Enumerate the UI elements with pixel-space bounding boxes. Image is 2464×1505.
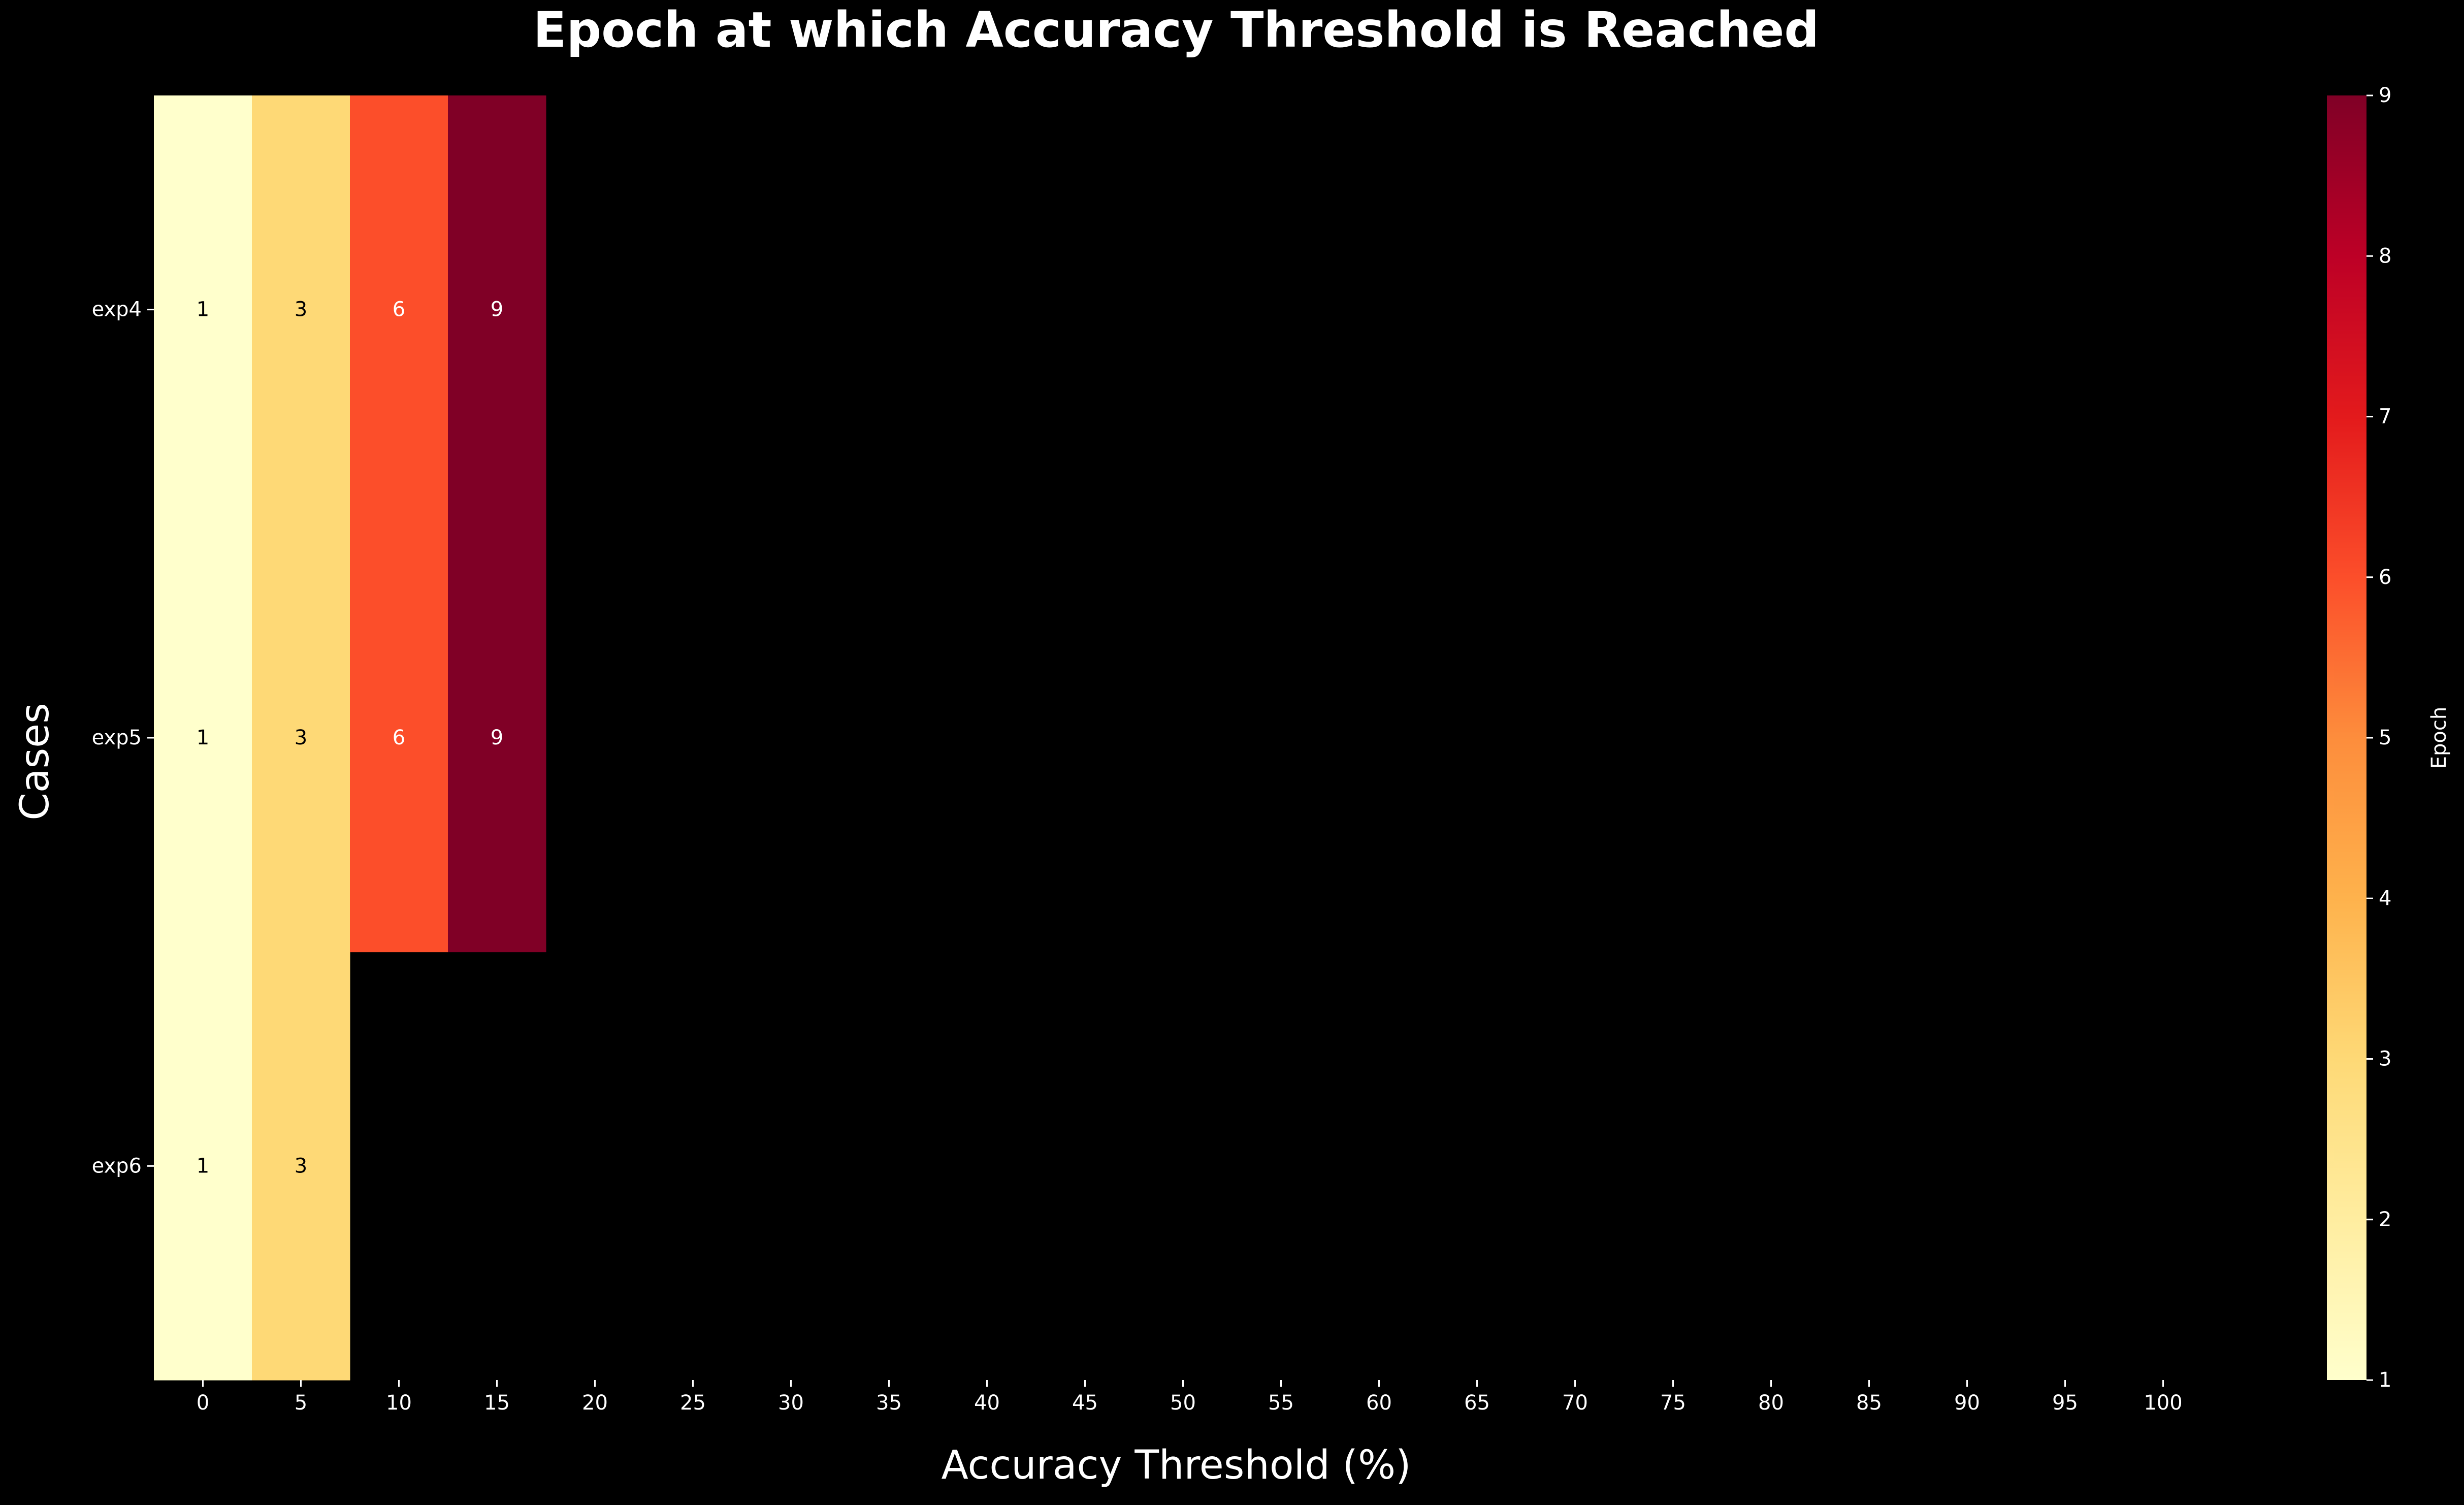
- colorbar-tick-label: 4: [2379, 887, 2391, 910]
- y-tick-label: exp5: [92, 726, 142, 749]
- heatmap-cell: [252, 524, 350, 953]
- colorbar-tick-label: 6: [2379, 566, 2391, 589]
- x-tick-label: 65: [1464, 1391, 1490, 1415]
- colorbar-tick-label: 8: [2379, 244, 2391, 268]
- x-tick-label: 85: [1856, 1391, 1882, 1415]
- x-tick-label: 70: [1562, 1391, 1588, 1415]
- x-axis: 0 5 10 15 20 25 30 35 40 45 50 55 60 65 70 75 80 85 90 95 10…: [197, 1380, 2183, 1415]
- x-tick-label: 55: [1268, 1391, 1294, 1415]
- x-tick-label: 100: [2144, 1391, 2182, 1415]
- y-tick-label: exp6: [92, 1154, 142, 1177]
- heatmap-cell: [350, 524, 448, 953]
- x-axis-label: Accuracy Threshold (%): [941, 1443, 1411, 1488]
- cell-value-label: 3: [295, 1154, 307, 1177]
- x-tick-label: 30: [778, 1391, 804, 1415]
- cell-value-label: 1: [197, 726, 209, 749]
- colorbar-tick-label: 2: [2379, 1208, 2391, 1231]
- cell-value-label: 6: [393, 726, 405, 749]
- x-tick-label: 50: [1170, 1391, 1196, 1415]
- colorbar-gradient: [2327, 95, 2366, 1380]
- colorbar-tick-label: 1: [2379, 1368, 2391, 1392]
- x-tick-label: 90: [1954, 1391, 1980, 1415]
- colorbar-tick-label: 5: [2379, 726, 2391, 749]
- x-tick-label: 60: [1366, 1391, 1392, 1415]
- heatmap-cell: [252, 952, 350, 1381]
- heatmap-cell: [154, 952, 252, 1381]
- heatmap-cell: [252, 95, 350, 524]
- chart-title: Epoch at which Accuracy Threshold is Rea…: [533, 2, 1819, 58]
- x-tick-label: 95: [2052, 1391, 2078, 1415]
- heatmap-cell: [154, 95, 252, 524]
- x-tick-label: 25: [680, 1391, 706, 1415]
- heatmap-cell: [448, 524, 546, 953]
- cell-value-label: 9: [491, 726, 503, 749]
- heatmap-cell: [350, 95, 448, 524]
- x-tick-label: 0: [197, 1391, 209, 1415]
- y-axis: exp4 exp5 exp6: [92, 298, 154, 1177]
- x-tick-label: 80: [1758, 1391, 1784, 1415]
- heatmap-cell: [154, 524, 252, 953]
- cell-value-label: 3: [295, 298, 307, 321]
- x-tick-label: 35: [876, 1391, 902, 1415]
- colorbar-tick-label: 9: [2379, 84, 2391, 107]
- x-tick-label: 75: [1660, 1391, 1686, 1415]
- plot-area: 1 3 6 9 1 3 6 9 1 3: [154, 95, 546, 1381]
- heatmap-cell: [448, 95, 546, 524]
- colorbar-tick-label: 3: [2379, 1048, 2391, 1071]
- cell-value-label: 6: [393, 298, 405, 321]
- colorbar-label: Epoch: [2427, 707, 2451, 769]
- x-tick-label: 20: [582, 1391, 608, 1415]
- colorbar-tick-label: 7: [2379, 405, 2391, 429]
- cell-value-label: 1: [197, 298, 209, 321]
- y-tick-label: exp4: [92, 298, 142, 321]
- cell-value-label: 3: [295, 726, 307, 749]
- y-axis-label: Cases: [12, 703, 58, 821]
- cell-value-label: 9: [491, 298, 503, 321]
- colorbar: 1 2 3 4 5 6 7 8 9: [2327, 84, 2391, 1392]
- x-tick-label: 45: [1072, 1391, 1098, 1415]
- x-tick-label: 15: [484, 1391, 510, 1415]
- x-tick-label: 40: [974, 1391, 1000, 1415]
- cell-value-label: 1: [197, 1154, 209, 1177]
- x-tick-label: 5: [295, 1391, 307, 1415]
- x-tick-label: 10: [386, 1391, 412, 1415]
